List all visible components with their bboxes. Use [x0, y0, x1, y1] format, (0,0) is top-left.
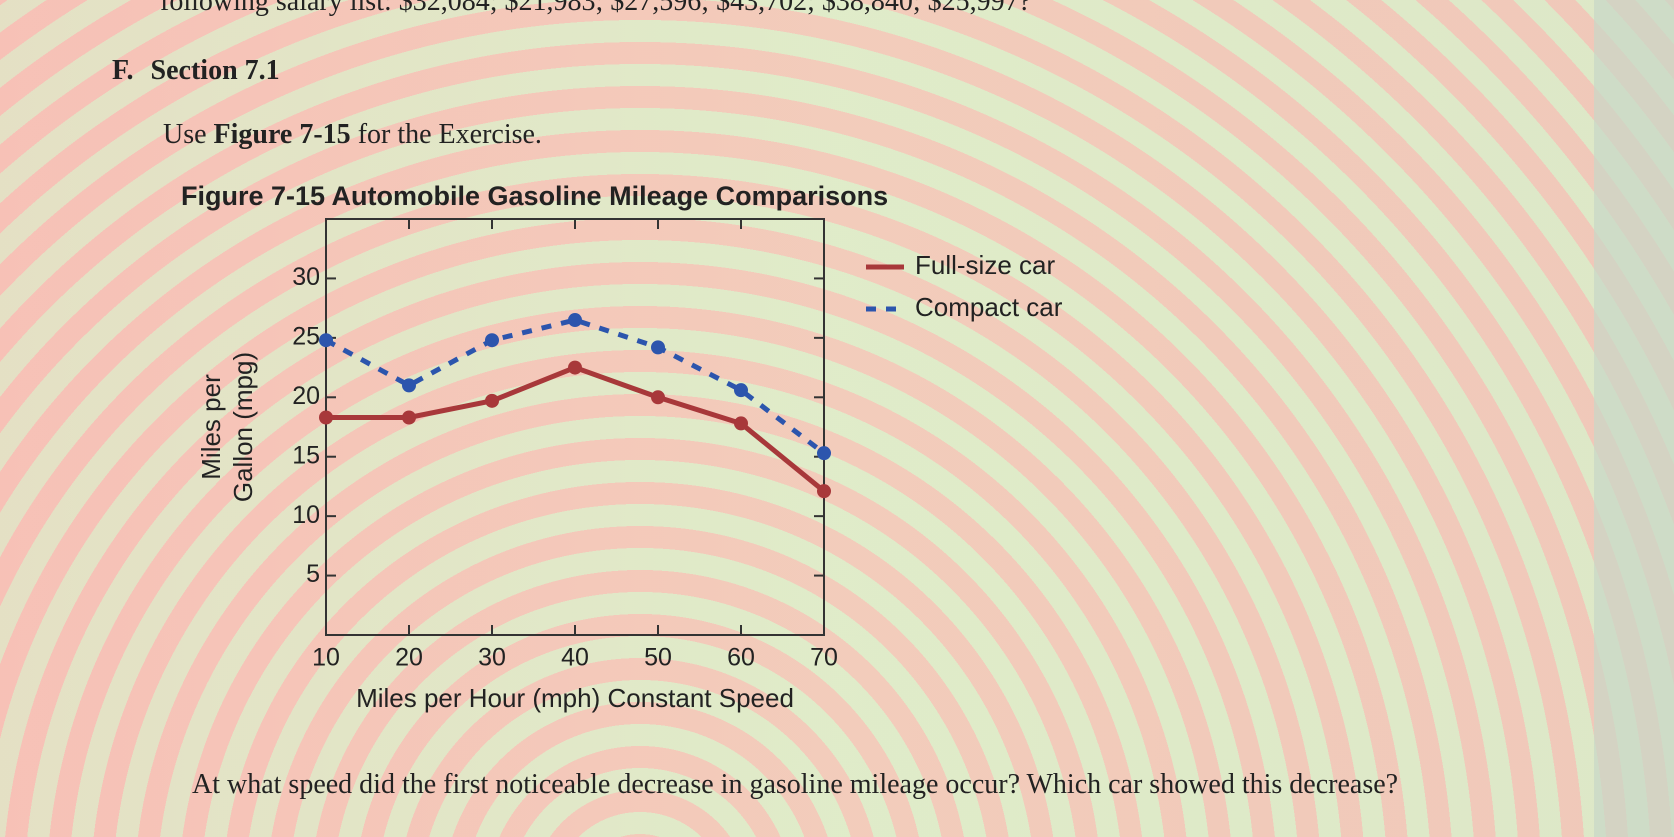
section-title: Section 7.1 — [150, 55, 280, 86]
y-tick-label: 10 — [292, 501, 320, 529]
data-point — [402, 378, 416, 393]
y-tick-label: 20 — [292, 382, 320, 410]
screen-edge — [1594, 0, 1674, 837]
data-point — [568, 313, 582, 328]
instruction: Use Figure 7-15 for the Exercise. — [163, 119, 542, 151]
x-tick-label: 50 — [644, 644, 672, 672]
data-point — [319, 410, 333, 425]
data-point — [651, 340, 665, 355]
section-label: F. — [112, 55, 134, 86]
series-line — [326, 364, 826, 494]
top-line: following salary list: $32,084; $21,983;… — [160, 0, 1032, 17]
y-tick-label: 15 — [292, 441, 320, 469]
question: At what speed did the first noticeable d… — [192, 769, 1399, 800]
data-point — [817, 446, 831, 461]
y-axis-label: Gallon (mpg) — [228, 352, 258, 502]
text: for the Exercise. — [350, 119, 542, 150]
data-point — [485, 393, 499, 408]
legend-label: Compact car — [915, 292, 1063, 322]
legend-label: Full-size car — [915, 250, 1055, 280]
x-tick-label: 70 — [810, 644, 838, 672]
y-tick-label: 30 — [292, 263, 320, 291]
text: Use — [163, 119, 214, 150]
data-point — [734, 416, 748, 431]
section-heading: F. Section 7.1 — [112, 55, 280, 87]
x-tick-label: 20 — [395, 644, 423, 672]
chart-title: Figure 7-15 Automobile Gasoline Mileage … — [181, 181, 888, 211]
data-point — [651, 390, 665, 405]
x-tick-label: 60 — [727, 644, 755, 672]
figure-ref: Figure 7-15 — [213, 119, 351, 150]
x-axis-label: Miles per Hour (mph) Constant Speed — [356, 683, 794, 713]
y-tick-label: 5 — [306, 560, 320, 588]
data-point — [319, 333, 333, 348]
data-point — [568, 360, 582, 375]
y-axis-label: Miles per — [196, 374, 226, 480]
data-point — [402, 410, 416, 425]
y-tick-label: 25 — [292, 322, 320, 350]
x-tick-label: 30 — [478, 644, 506, 672]
data-point — [734, 383, 748, 398]
data-point — [485, 333, 499, 348]
data-point — [817, 484, 831, 499]
x-tick-label: 10 — [312, 644, 340, 672]
x-tick-label: 40 — [561, 644, 589, 672]
